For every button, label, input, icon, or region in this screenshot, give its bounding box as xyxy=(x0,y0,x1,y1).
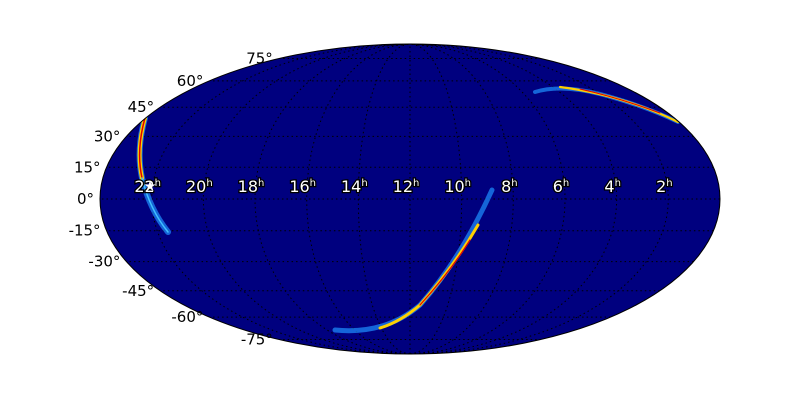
map-background xyxy=(100,44,720,354)
ra-tick-label: 18h xyxy=(238,177,265,196)
grid-meridian xyxy=(409,44,566,354)
grid-meridian xyxy=(409,44,618,354)
ra-tick-label: 14h xyxy=(341,177,368,196)
ra-unit: h xyxy=(511,178,517,189)
ra-tick-label: 20h xyxy=(186,177,213,196)
ra-tick-label: 10h xyxy=(444,177,471,196)
arc-core xyxy=(419,239,471,306)
grid-meridian xyxy=(254,44,411,354)
ra-tick-label: 2h xyxy=(656,177,673,196)
ra-tick-label: 8h xyxy=(501,177,518,196)
ra-tick-label: 4h xyxy=(604,177,621,196)
ra-unit: h xyxy=(563,178,569,189)
dec-tick-label: 0° xyxy=(77,190,94,208)
ra-unit: h xyxy=(310,178,316,189)
grid-meridian xyxy=(409,44,463,354)
ra-unit: h xyxy=(258,178,264,189)
probability-arcs xyxy=(136,85,680,334)
ra-labels: 22h 20h 18h 16h 14h 12h 10h 8h 6h 4h 2h xyxy=(133,176,674,198)
star-icon xyxy=(144,180,156,192)
ra-unit: h xyxy=(465,178,471,189)
ra-value: 2 xyxy=(656,177,666,196)
ra-value: 16 xyxy=(289,177,309,196)
dec-labels: 75° 60° 45° 30° 15° 0° -15° -30°-45° -60° -75° xyxy=(69,50,273,349)
dec-tick-label: -30° xyxy=(88,253,120,271)
dec-tick-label: 60° xyxy=(177,72,204,90)
ra-value: 12 xyxy=(393,177,413,196)
grid-meridian xyxy=(357,44,411,354)
ra-tick-label: 12h xyxy=(393,177,420,196)
ra-unit: h xyxy=(666,178,672,189)
dec-tick-label: -15° xyxy=(69,222,101,240)
dec-tick-label: 45° xyxy=(128,98,155,116)
ra-value: 4 xyxy=(604,177,614,196)
dec-tick-label: 30° xyxy=(94,127,121,145)
ra-value: 18 xyxy=(238,177,258,196)
ra-value: 10 xyxy=(444,177,464,196)
grid-meridian xyxy=(202,44,411,354)
ra-unit: h xyxy=(361,178,367,189)
ra-unit: h xyxy=(155,178,161,189)
dec-tick-label: -60° xyxy=(171,308,203,326)
ra-tick-label: 6h xyxy=(553,177,570,196)
dec-tick-label: -75° xyxy=(241,330,273,348)
grid-meridian xyxy=(409,44,669,354)
ra-unit: h xyxy=(413,178,419,189)
ra-unit: h xyxy=(206,178,212,189)
dec-tick-label: 15° xyxy=(74,158,101,176)
map-border xyxy=(99,43,721,355)
ra-value: 14 xyxy=(341,177,361,196)
arc-core xyxy=(138,117,146,179)
ra-value: 8 xyxy=(501,177,511,196)
star-marker xyxy=(144,180,156,192)
ra-value: 20 xyxy=(186,177,206,196)
ra-tick-label: 16h xyxy=(289,177,316,196)
dec-tick-label: -45° xyxy=(122,282,154,300)
dec-tick-label: 75° xyxy=(246,50,273,68)
ra-value: 6 xyxy=(553,177,563,196)
arc-tail xyxy=(141,177,169,233)
ra-unit: h xyxy=(615,178,621,189)
arc-core xyxy=(579,88,661,114)
